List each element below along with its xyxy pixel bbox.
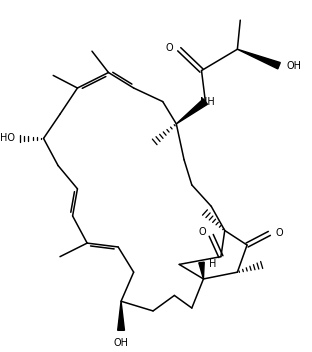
Text: O: O <box>199 227 206 238</box>
Polygon shape <box>118 301 124 330</box>
Text: O: O <box>166 43 173 53</box>
Text: HO: HO <box>0 133 15 143</box>
Text: OH: OH <box>287 61 302 71</box>
Text: OH: OH <box>114 338 129 348</box>
Text: O: O <box>275 228 283 238</box>
Text: H: H <box>209 259 217 269</box>
Polygon shape <box>237 49 280 69</box>
Polygon shape <box>199 262 204 279</box>
Text: NH: NH <box>200 96 215 107</box>
Polygon shape <box>176 99 207 124</box>
